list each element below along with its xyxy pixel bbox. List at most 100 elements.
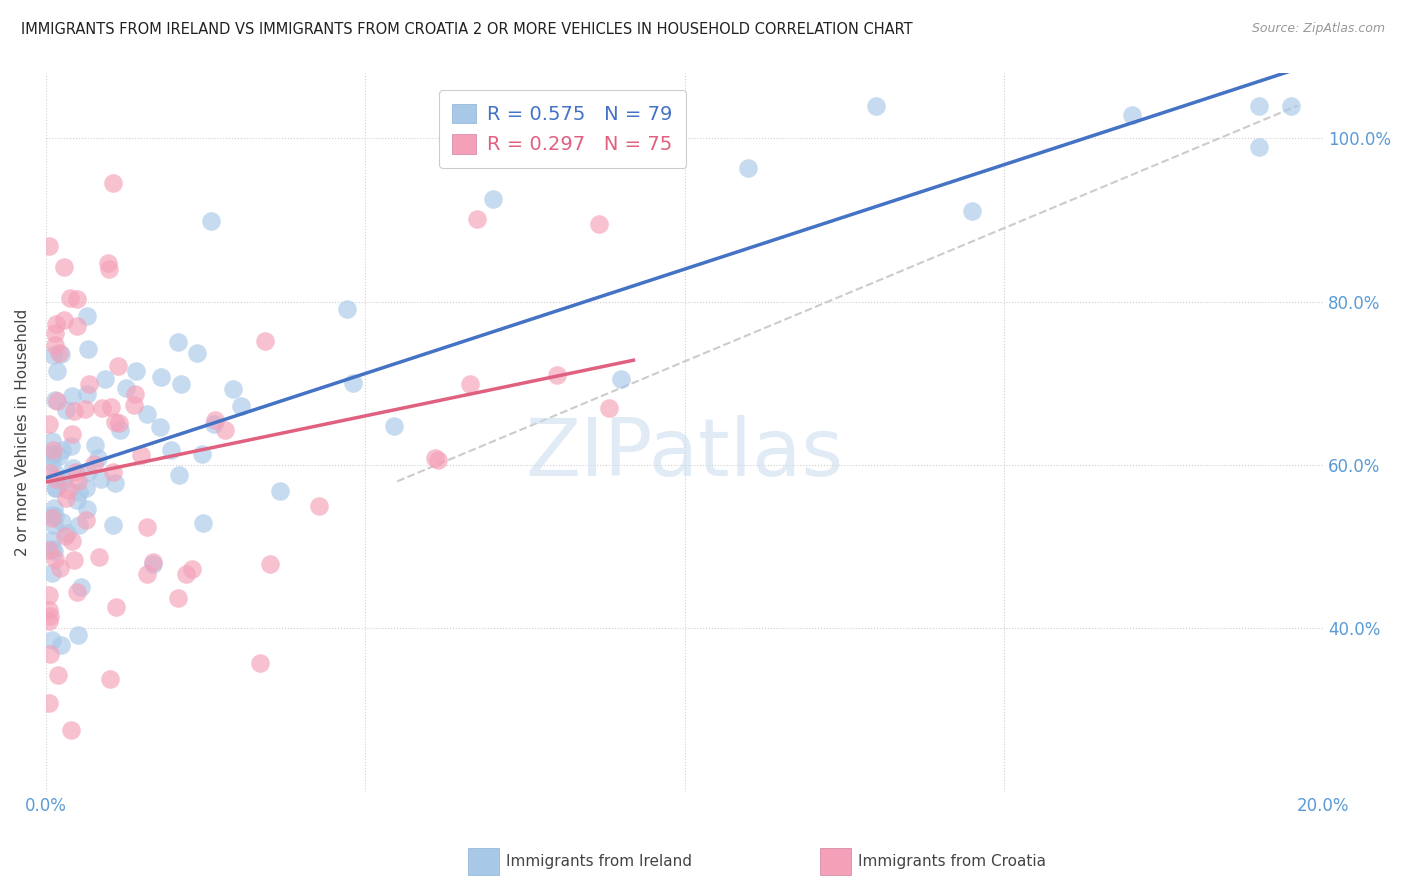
Point <box>44 338 66 352</box>
Point <box>960 204 983 219</box>
Point <box>167 468 190 483</box>
Point <box>38 647 60 661</box>
Point <box>100 401 122 415</box>
Text: Source: ZipAtlas.com: Source: ZipAtlas.com <box>1251 22 1385 36</box>
Point <box>202 417 225 431</box>
Point <box>136 567 159 582</box>
Point <box>1279 98 1302 112</box>
Point <box>45 467 67 482</box>
Point <box>41 541 63 556</box>
Point <box>94 371 117 385</box>
Point <box>865 98 887 112</box>
Point <box>186 346 208 360</box>
Point <box>129 448 152 462</box>
Point <box>426 453 449 467</box>
Point <box>249 656 271 670</box>
Point <box>465 211 488 226</box>
Point <box>60 389 83 403</box>
Point <box>336 301 359 316</box>
Point <box>45 472 67 486</box>
Text: Immigrants from Croatia: Immigrants from Croatia <box>858 855 1046 869</box>
Point <box>66 475 89 489</box>
Point <box>191 446 214 460</box>
Point <box>66 319 89 334</box>
Point <box>382 419 405 434</box>
Point <box>135 407 157 421</box>
Point <box>65 493 87 508</box>
Point <box>107 359 129 373</box>
Point <box>48 346 70 360</box>
Point <box>65 465 87 479</box>
Point <box>41 434 63 448</box>
Point <box>60 439 83 453</box>
Point <box>180 562 202 576</box>
Point <box>482 192 505 206</box>
Point <box>45 481 67 495</box>
Point <box>41 348 63 362</box>
Point <box>44 517 66 532</box>
Point <box>77 377 100 392</box>
Point <box>114 381 136 395</box>
Point <box>108 423 131 437</box>
Point <box>98 672 121 686</box>
Text: Immigrants from Ireland: Immigrants from Ireland <box>506 855 692 869</box>
Point <box>51 516 73 530</box>
Point <box>101 177 124 191</box>
Point <box>38 609 60 624</box>
Point <box>269 483 291 498</box>
Point <box>60 534 83 549</box>
Point <box>52 474 75 488</box>
Point <box>55 491 77 505</box>
Point <box>45 363 67 377</box>
Point <box>67 628 90 642</box>
Point <box>38 467 60 481</box>
Point <box>41 533 63 548</box>
Point <box>41 508 63 522</box>
Point <box>44 552 66 566</box>
Legend: R = 0.575   N = 79, R = 0.297   N = 75: R = 0.575 N = 79, R = 0.297 N = 75 <box>439 90 686 168</box>
Point <box>342 376 364 391</box>
Point <box>53 260 76 274</box>
Point <box>62 461 84 475</box>
Point <box>45 317 67 331</box>
Point <box>98 261 121 276</box>
Point <box>737 161 759 175</box>
Point <box>53 313 76 327</box>
Point <box>70 581 93 595</box>
Point <box>42 442 65 457</box>
Point <box>76 501 98 516</box>
Point <box>142 557 165 571</box>
Point <box>1249 98 1271 112</box>
Point <box>38 542 60 557</box>
Point <box>103 465 125 479</box>
Point <box>104 476 127 491</box>
Point <box>59 723 82 737</box>
Point <box>77 465 100 479</box>
Point <box>52 472 75 486</box>
Point <box>65 292 87 306</box>
Point <box>44 326 66 341</box>
Point <box>259 557 281 571</box>
Point <box>124 387 146 401</box>
Point <box>125 364 148 378</box>
Point <box>83 457 105 471</box>
Point <box>167 591 190 605</box>
Point <box>104 600 127 615</box>
Point <box>51 347 73 361</box>
Point <box>63 404 86 418</box>
Point <box>458 377 481 392</box>
Point <box>56 483 79 498</box>
Point <box>169 376 191 391</box>
Point <box>46 394 69 409</box>
Point <box>546 368 568 383</box>
Point <box>91 401 114 416</box>
Point <box>191 516 214 530</box>
Point <box>101 518 124 533</box>
Point <box>46 668 69 682</box>
Point <box>174 566 197 581</box>
Point <box>41 632 63 647</box>
Point <box>38 588 60 602</box>
Point <box>76 309 98 323</box>
Point <box>42 500 65 515</box>
Point <box>609 372 631 386</box>
